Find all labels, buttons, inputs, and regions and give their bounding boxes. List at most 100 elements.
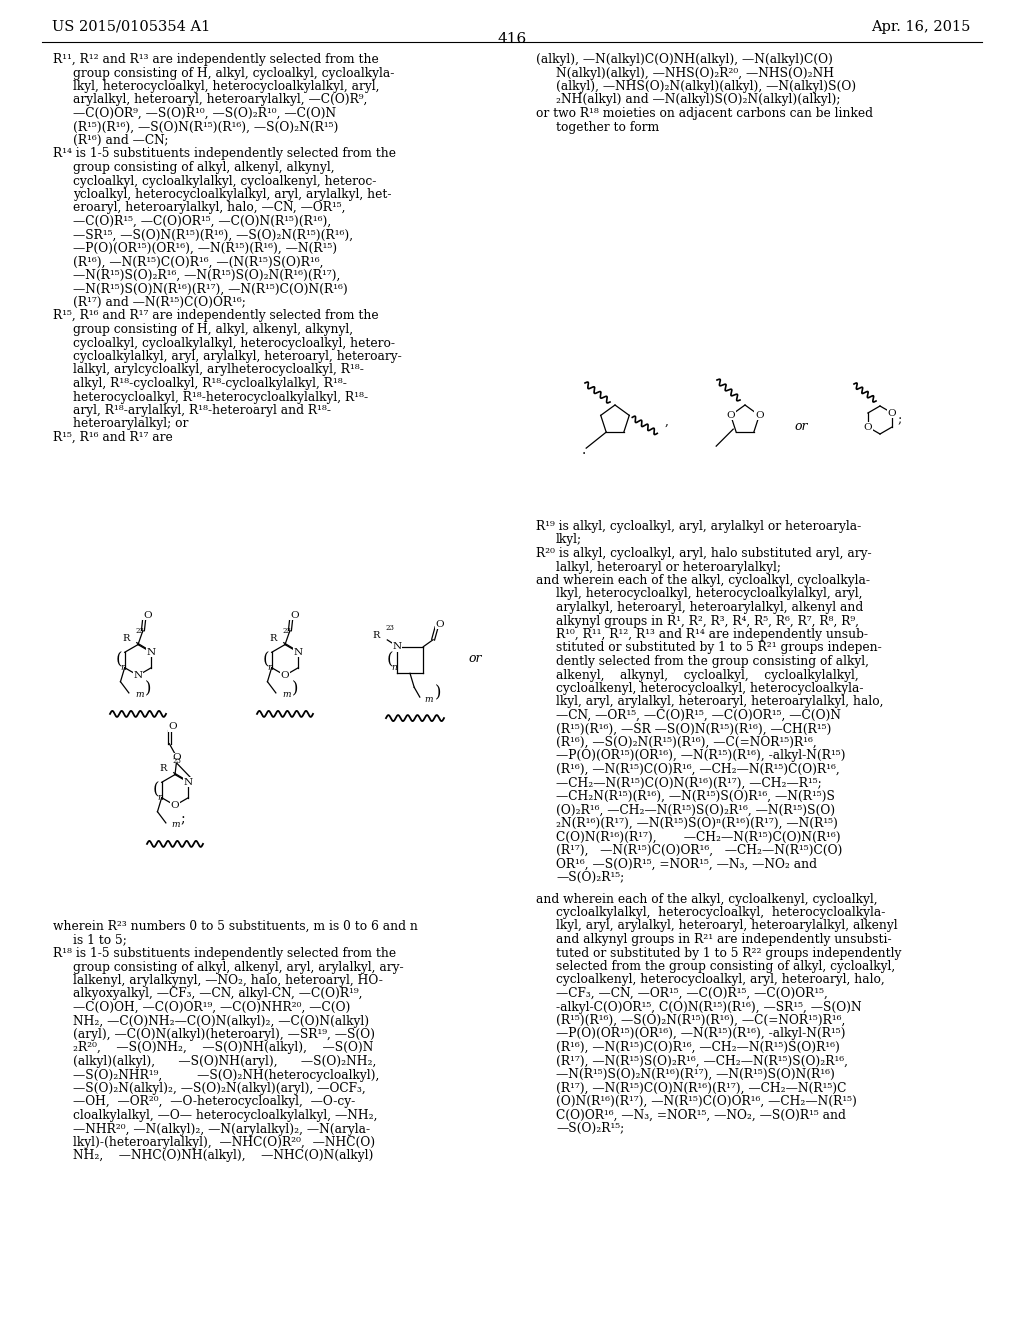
Text: 23: 23 xyxy=(385,624,394,632)
Text: (R¹⁵)(R¹⁶), —S(O)N(R¹⁵)(R¹⁶), —S(O)₂N(R¹⁵): (R¹⁵)(R¹⁶), —S(O)N(R¹⁵)(R¹⁶), —S(O)₂N(R¹… xyxy=(73,120,338,133)
Text: cycloalkenyl, heterocycloalkyl, heterocycloalkyla-: cycloalkenyl, heterocycloalkyl, heterocy… xyxy=(556,682,863,696)
Text: stituted or substituted by 1 to 5 R²¹ groups indepen-: stituted or substituted by 1 to 5 R²¹ gr… xyxy=(556,642,882,655)
Text: NH₂,    —NHC(O)NH(alkyl),    —NHC(O)N(alkyl): NH₂, —NHC(O)NH(alkyl), —NHC(O)N(alkyl) xyxy=(73,1150,374,1163)
Text: cycloalkylalkyl, aryl, arylalkyl, heteroaryl, heteroary-: cycloalkylalkyl, aryl, arylalkyl, hetero… xyxy=(73,350,401,363)
Text: eroaryl, heteroarylalkyl, halo, —CN, —OR¹⁵,: eroaryl, heteroarylalkyl, halo, —CN, —OR… xyxy=(73,202,345,214)
Text: O: O xyxy=(143,610,152,619)
Text: selected from the group consisting of alkyl, cycloalkyl,: selected from the group consisting of al… xyxy=(556,960,895,973)
Text: n: n xyxy=(121,664,127,672)
Text: (R¹⁷) and —N(R¹⁵)C(O)OR¹⁶;: (R¹⁷) and —N(R¹⁵)C(O)OR¹⁶; xyxy=(73,296,246,309)
Text: 23: 23 xyxy=(173,756,181,764)
Text: (R¹⁶), —S(O)₂N(R¹⁵)(R¹⁶), —C(=NOR¹⁵)R¹⁶,: (R¹⁶), —S(O)₂N(R¹⁵)(R¹⁶), —C(=NOR¹⁵)R¹⁶, xyxy=(556,737,817,748)
Text: O: O xyxy=(435,619,444,628)
Text: cycloalkyl, cycloalkylalkyl, cycloalkenyl, heteroc-: cycloalkyl, cycloalkylalkyl, cycloalkeny… xyxy=(73,174,377,187)
Text: (alkyl), —N(alkyl)C(O)NH(alkyl), —N(alkyl)C(O): (alkyl), —N(alkyl)C(O)NH(alkyl), —N(alky… xyxy=(536,53,833,66)
Text: (O)N(R¹⁶)(R¹⁷), —N(R¹⁵)C(O)OR¹⁶, —CH₂—N(R¹⁵): (O)N(R¹⁶)(R¹⁷), —N(R¹⁵)C(O)OR¹⁶, —CH₂—N(… xyxy=(556,1096,857,1107)
Text: (R¹⁷), —N(R¹⁵)S(O)₂R¹⁶, —CH₂—N(R¹⁵)S(O)₂R¹⁶,: (R¹⁷), —N(R¹⁵)S(O)₂R¹⁶, —CH₂—N(R¹⁵)S(O)₂… xyxy=(556,1055,848,1068)
Text: ,: , xyxy=(665,414,669,428)
Text: N: N xyxy=(392,643,401,651)
Text: group consisting of alkyl, alkenyl, aryl, arylalkyl, ary-: group consisting of alkyl, alkenyl, aryl… xyxy=(73,961,403,974)
Text: O: O xyxy=(888,408,896,417)
Text: 416: 416 xyxy=(498,32,526,46)
Text: ): ) xyxy=(435,685,441,702)
Text: lalkenyl, arylalkynyl, —NO₂, halo, heteroaryl, HO-: lalkenyl, arylalkynyl, —NO₂, halo, heter… xyxy=(73,974,383,987)
Text: m: m xyxy=(282,690,291,700)
Text: —P(O)(OR¹⁵)(OR¹⁶), —N(R¹⁵)(R¹⁶), -alkyl-N(R¹⁵): —P(O)(OR¹⁵)(OR¹⁶), —N(R¹⁵)(R¹⁶), -alkyl-… xyxy=(556,750,846,763)
Text: group consisting of H, alkyl, alkenyl, alkynyl,: group consisting of H, alkyl, alkenyl, a… xyxy=(73,323,353,337)
Text: aryl, R¹⁸-arylalkyl, R¹⁸-heteroaryl and R¹⁸-: aryl, R¹⁸-arylalkyl, R¹⁸-heteroaryl and … xyxy=(73,404,331,417)
Text: alkynyl groups in R¹, R², R³, R⁴, R⁵, R⁶, R⁷, R⁸, R⁹,: alkynyl groups in R¹, R², R³, R⁴, R⁵, R⁶… xyxy=(556,615,859,627)
Text: N(alkyl)(alkyl), —NHS(O)₂R²⁰, —NHS(O)₂NH: N(alkyl)(alkyl), —NHS(O)₂R²⁰, —NHS(O)₂NH xyxy=(556,66,834,79)
Text: ): ) xyxy=(144,680,152,697)
Text: (: ( xyxy=(153,781,159,799)
Text: dently selected from the group consisting of alkyl,: dently selected from the group consistin… xyxy=(556,655,869,668)
Text: and wherein each of the alkyl, cycloalkyl, cycloalkyla-: and wherein each of the alkyl, cycloalky… xyxy=(536,574,870,587)
Text: (R¹⁵)(R¹⁶), —SR —S(O)N(R¹⁵)(R¹⁶), —CH(R¹⁵): (R¹⁵)(R¹⁶), —SR —S(O)N(R¹⁵)(R¹⁶), —CH(R¹… xyxy=(556,722,831,735)
Text: —S(O)₂R¹⁵;: —S(O)₂R¹⁵; xyxy=(556,871,625,884)
Text: and wherein each of the alkyl, cycloalkenyl, cycloalkyl,: and wherein each of the alkyl, cycloalke… xyxy=(536,892,878,906)
Text: —N(R¹⁵)S(O)₂R¹⁶, —N(R¹⁵)S(O)₂N(R¹⁶)(R¹⁷),: —N(R¹⁵)S(O)₂R¹⁶, —N(R¹⁵)S(O)₂N(R¹⁶)(R¹⁷)… xyxy=(73,269,340,282)
Text: —C(O)OR⁹, —S(O)R¹⁰, —S(O)₂R¹⁰, —C(O)N: —C(O)OR⁹, —S(O)R¹⁰, —S(O)₂R¹⁰, —C(O)N xyxy=(73,107,336,120)
Text: m: m xyxy=(135,690,143,700)
Text: NH₂, —C(O)NH₂—C(O)N(alkyl)₂, —C(O)N(alkyl): NH₂, —C(O)NH₂—C(O)N(alkyl)₂, —C(O)N(alky… xyxy=(73,1015,369,1027)
Text: lalkyl, arylcycloalkyl, arylheterocycloalkyl, R¹⁸-: lalkyl, arylcycloalkyl, arylheterocycloa… xyxy=(73,363,364,376)
Text: group consisting of alkyl, alkenyl, alkynyl,: group consisting of alkyl, alkenyl, alky… xyxy=(73,161,335,174)
Text: ycloalkyl, heterocycloalkylalkyl, aryl, arylalkyl, het-: ycloalkyl, heterocycloalkylalkyl, aryl, … xyxy=(73,187,391,201)
Text: ₂R²⁰,    —S(O)NH₂,    —S(O)NH(alkyl),    —S(O)N: ₂R²⁰, —S(O)NH₂, —S(O)NH(alkyl), —S(O)N xyxy=(73,1041,374,1055)
Text: R¹⁴ is 1-5 substituents independently selected from the: R¹⁴ is 1-5 substituents independently se… xyxy=(53,148,396,161)
Text: O: O xyxy=(171,801,179,810)
Text: (aryl), —C(O)N(alkyl)(heteroaryl), —SR¹⁹, —S(O): (aryl), —C(O)N(alkyl)(heteroaryl), —SR¹⁹… xyxy=(73,1028,375,1041)
Text: together to form: together to form xyxy=(556,120,659,133)
Text: R: R xyxy=(372,631,379,640)
Text: 23: 23 xyxy=(283,627,292,635)
Text: O: O xyxy=(863,422,872,432)
Text: —CF₃, —CN, —OR¹⁵, —C(O)R¹⁵, —C(O)OR¹⁵,: —CF₃, —CN, —OR¹⁵, —C(O)R¹⁵, —C(O)OR¹⁵, xyxy=(556,987,827,1001)
Text: (alkyl), —NHS(O)₂N(alkyl)(alkyl), —N(alkyl)S(O): (alkyl), —NHS(O)₂N(alkyl)(alkyl), —N(alk… xyxy=(556,81,856,92)
Text: O: O xyxy=(755,411,764,420)
Text: —C(O)R¹⁵, —C(O)OR¹⁵, —C(O)N(R¹⁵)(R¹⁶),: —C(O)R¹⁵, —C(O)OR¹⁵, —C(O)N(R¹⁵)(R¹⁶), xyxy=(73,215,331,228)
Text: lkyl, aryl, arylalkyl, heteroaryl, heteroarylalkyl, alkenyl: lkyl, aryl, arylalkyl, heteroaryl, heter… xyxy=(556,920,898,932)
Text: —CH₂—N(R¹⁵)C(O)N(R¹⁶)(R¹⁷), —CH₂—R¹⁵;: —CH₂—N(R¹⁵)C(O)N(R¹⁶)(R¹⁷), —CH₂—R¹⁵; xyxy=(556,776,821,789)
Text: R: R xyxy=(122,634,130,643)
Text: —P(O)(OR¹⁵)(OR¹⁶), —N(R¹⁵)(R¹⁶), —N(R¹⁵): —P(O)(OR¹⁵)(OR¹⁶), —N(R¹⁵)(R¹⁶), —N(R¹⁵) xyxy=(73,242,337,255)
Text: Apr. 16, 2015: Apr. 16, 2015 xyxy=(870,20,970,34)
Text: —P(O)(OR¹⁵)(OR¹⁶), —N(R¹⁵)(R¹⁶), -alkyl-N(R¹⁵): —P(O)(OR¹⁵)(OR¹⁶), —N(R¹⁵)(R¹⁶), -alkyl-… xyxy=(556,1027,846,1040)
Text: O: O xyxy=(726,411,735,420)
Text: —S(O)₂R¹⁵;: —S(O)₂R¹⁵; xyxy=(556,1122,625,1135)
Text: alkyl, R¹⁸-cycloalkyl, R¹⁸-cycloalkylalkyl, R¹⁸-: alkyl, R¹⁸-cycloalkyl, R¹⁸-cycloalkylalk… xyxy=(73,378,347,389)
Text: m: m xyxy=(171,821,179,829)
Text: ₂NH(alkyl) and —N(alkyl)S(O)₂N(alkyl)(alkyl);: ₂NH(alkyl) and —N(alkyl)S(O)₂N(alkyl)(al… xyxy=(556,94,841,107)
Text: cycloalkenyl, heterocycloalkyl, aryl, heteroaryl, halo,: cycloalkenyl, heterocycloalkyl, aryl, he… xyxy=(556,974,885,986)
Text: (R¹⁶) and —CN;: (R¹⁶) and —CN; xyxy=(73,135,169,147)
Text: N: N xyxy=(133,671,142,680)
Text: (R¹⁶), —N(R¹⁵)C(O)R¹⁶, —CH₂—N(R¹⁵)C(O)R¹⁶,: (R¹⁶), —N(R¹⁵)C(O)R¹⁶, —CH₂—N(R¹⁵)C(O)R¹… xyxy=(556,763,840,776)
Text: (O)₂R¹⁶, —CH₂—N(R¹⁵)S(O)₂R¹⁶, —N(R¹⁵)S(O): (O)₂R¹⁶, —CH₂—N(R¹⁵)S(O)₂R¹⁶, —N(R¹⁵)S(O… xyxy=(556,804,836,817)
Text: C(O)N(R¹⁶)(R¹⁷),       —CH₂—N(R¹⁵)C(O)N(R¹⁶): C(O)N(R¹⁶)(R¹⁷), —CH₂—N(R¹⁵)C(O)N(R¹⁶) xyxy=(556,830,841,843)
Text: .: . xyxy=(582,444,587,457)
Text: lkyl, heterocycloalkyl, heterocycloalkylalkyl, aryl,: lkyl, heterocycloalkyl, heterocycloalkyl… xyxy=(73,81,380,92)
Text: alkyoxyalkyl, —CF₃, —CN, alkyl-CN, —C(O)R¹⁹,: alkyoxyalkyl, —CF₃, —CN, alkyl-CN, —C(O)… xyxy=(73,987,362,1001)
Text: lkyl)-(heteroarylalkyl),  —NHC(O)R²⁰,  —NHC(O): lkyl)-(heteroarylalkyl), —NHC(O)R²⁰, —NH… xyxy=(73,1137,375,1148)
Text: R¹⁵, R¹⁶ and R¹⁷ are: R¹⁵, R¹⁶ and R¹⁷ are xyxy=(53,432,173,444)
Text: R¹⁹ is alkyl, cycloalkyl, aryl, arylalkyl or heteroaryla-: R¹⁹ is alkyl, cycloalkyl, aryl, arylalky… xyxy=(536,520,861,533)
Text: (R¹⁶), —N(R¹⁵)C(O)R¹⁶, —CH₂—N(R¹⁵)S(O)R¹⁶): (R¹⁶), —N(R¹⁵)C(O)R¹⁶, —CH₂—N(R¹⁵)S(O)R¹… xyxy=(556,1041,840,1053)
Text: heteroarylalkyl; or: heteroarylalkyl; or xyxy=(73,417,188,430)
Text: N: N xyxy=(294,648,303,657)
Text: O: O xyxy=(168,722,177,731)
Text: O: O xyxy=(172,754,180,763)
Text: (R¹⁷),   —N(R¹⁵)C(O)OR¹⁶,   —CH₂—N(R¹⁵)C(O): (R¹⁷), —N(R¹⁵)C(O)OR¹⁶, —CH₂—N(R¹⁵)C(O) xyxy=(556,843,843,857)
Text: OR¹⁶, —S(O)R¹⁵, =NOR¹⁵, —N₃, —NO₂ and: OR¹⁶, —S(O)R¹⁵, =NOR¹⁵, —N₃, —NO₂ and xyxy=(556,858,817,870)
Text: alkenyl,    alkynyl,    cycloalkyl,    cycloalkylalkyl,: alkenyl, alkynyl, cycloalkyl, cycloalkyl… xyxy=(556,668,859,681)
Text: tuted or substituted by 1 to 5 R²² groups independently: tuted or substituted by 1 to 5 R²² group… xyxy=(556,946,901,960)
Text: —NHR²⁰, —N(alkyl)₂, —N(arylalkyl)₂, —N(aryla-: —NHR²⁰, —N(alkyl)₂, —N(arylalkyl)₂, —N(a… xyxy=(73,1122,370,1135)
Text: arylalkyl, heteroaryl, heteroarylalkyl, alkenyl and: arylalkyl, heteroaryl, heteroarylalkyl, … xyxy=(556,601,863,614)
Text: ;: ; xyxy=(898,413,902,426)
Text: —SR¹⁵, —S(O)N(R¹⁵)(R¹⁶), —S(O)₂N(R¹⁵)(R¹⁶),: —SR¹⁵, —S(O)N(R¹⁵)(R¹⁶), —S(O)₂N(R¹⁵)(R¹… xyxy=(73,228,353,242)
Text: US 2015/0105354 A1: US 2015/0105354 A1 xyxy=(52,20,210,34)
Text: —S(O)₂NHR¹⁹,         —S(O)₂NH(heterocycloalkyl),: —S(O)₂NHR¹⁹, —S(O)₂NH(heterocycloalkyl), xyxy=(73,1068,379,1081)
Text: —CN, —OR¹⁵, —C(O)R¹⁵, —C(O)OR¹⁵, —C(O)N: —CN, —OR¹⁵, —C(O)R¹⁵, —C(O)OR¹⁵, —C(O)N xyxy=(556,709,841,722)
Text: R¹⁵, R¹⁶ and R¹⁷ are independently selected from the: R¹⁵, R¹⁶ and R¹⁷ are independently selec… xyxy=(53,309,379,322)
Text: —N(R¹⁵)S(O)N(R¹⁶)(R¹⁷), —N(R¹⁵)C(O)N(R¹⁶): —N(R¹⁵)S(O)N(R¹⁶)(R¹⁷), —N(R¹⁵)C(O)N(R¹⁶… xyxy=(73,282,348,296)
Text: O: O xyxy=(281,671,290,680)
Text: —CH₂N(R¹⁵)(R¹⁶), —N(R¹⁵)S(O)R¹⁶, —N(R¹⁵)S: —CH₂N(R¹⁵)(R¹⁶), —N(R¹⁵)S(O)R¹⁶, —N(R¹⁵)… xyxy=(556,789,835,803)
